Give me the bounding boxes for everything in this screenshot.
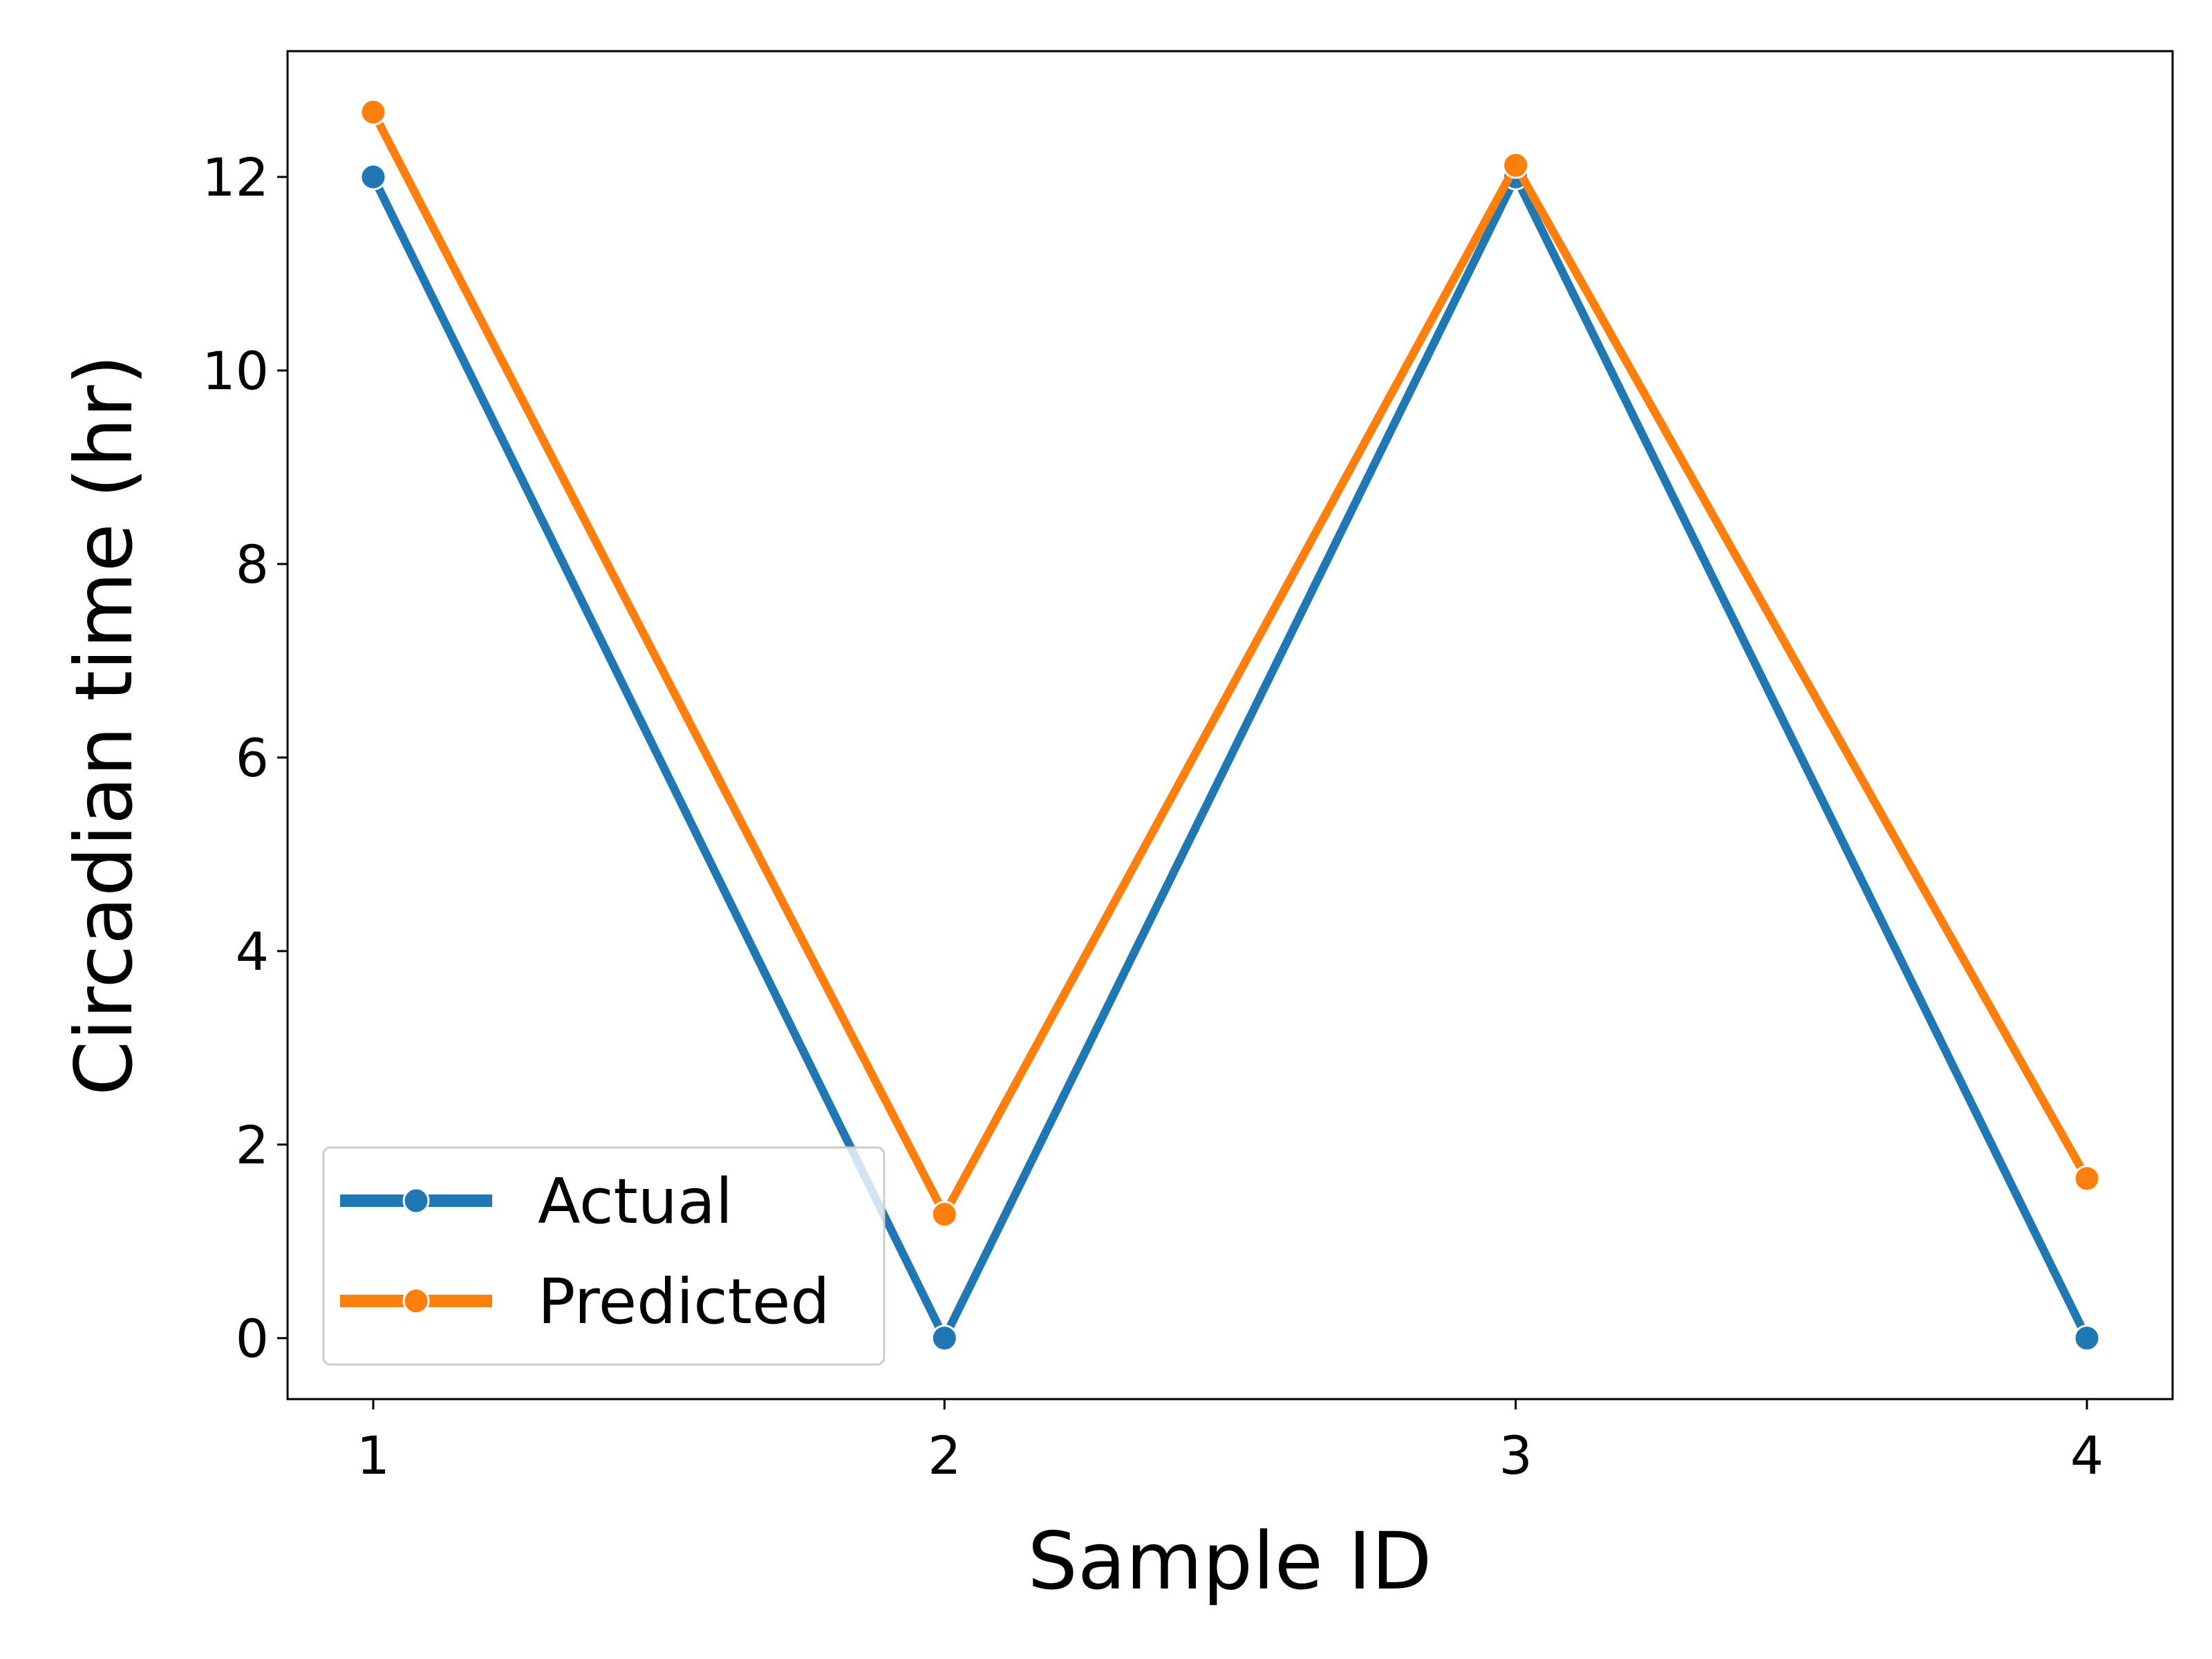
data-point-predicted bbox=[930, 1201, 958, 1228]
y-tick-label: 8 bbox=[236, 534, 269, 595]
y-tick-label: 6 bbox=[236, 727, 269, 789]
data-point-predicted bbox=[2073, 1165, 2101, 1192]
x-axis-ticks: 1 2 3 4 bbox=[357, 1399, 2103, 1486]
x-tick-label: 3 bbox=[1499, 1425, 1533, 1486]
y-tick-label: 4 bbox=[236, 921, 269, 982]
y-tick-label: 12 bbox=[202, 147, 269, 208]
data-point-predicted bbox=[1502, 151, 1530, 179]
y-tick-label: 10 bbox=[202, 340, 269, 402]
legend-entries: Actual Predicted bbox=[340, 1165, 830, 1338]
series-predicted bbox=[359, 98, 2101, 1228]
legend-item-actual: Actual bbox=[340, 1165, 733, 1238]
legend-label: Predicted bbox=[538, 1266, 830, 1338]
x-tick-label: 2 bbox=[928, 1425, 961, 1486]
series-line-actual bbox=[369, 172, 2091, 1342]
x-axis-title: Sample ID bbox=[1027, 1515, 1432, 1607]
data-point-predicted bbox=[359, 98, 387, 126]
series-layer bbox=[359, 98, 2101, 1352]
y-axis-title: Circadian time (hr) bbox=[58, 355, 150, 1096]
data-point-actual bbox=[2073, 1324, 2101, 1352]
legend-label: Actual bbox=[538, 1165, 733, 1238]
plot-frame bbox=[286, 50, 2174, 1400]
y-tick-label: 2 bbox=[236, 1114, 269, 1176]
legend-swatch-marker bbox=[402, 1187, 430, 1215]
x-tick-label: 4 bbox=[2070, 1425, 2103, 1486]
x-tick-label: 1 bbox=[357, 1425, 390, 1486]
legend: Actual Predicted bbox=[322, 1146, 885, 1366]
legend-swatch-marker bbox=[402, 1287, 430, 1315]
y-tick-label: 0 bbox=[236, 1308, 269, 1369]
legend-item-predicted: Predicted bbox=[340, 1266, 830, 1338]
data-point-actual bbox=[930, 1324, 958, 1352]
series-line-predicted bbox=[369, 110, 2091, 1219]
y-axis-ticks: 0 2 4 6 8 10 12 bbox=[202, 147, 288, 1369]
data-point-actual bbox=[359, 163, 387, 191]
